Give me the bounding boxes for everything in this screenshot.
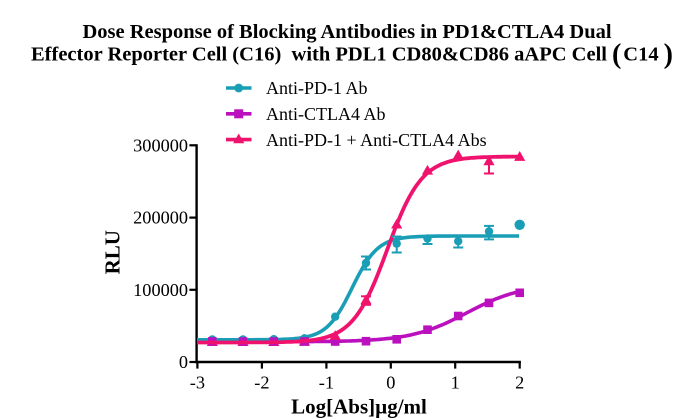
svg-text:-3: -3 — [190, 373, 205, 393]
svg-text:Anti-PD-1 + Anti-CTLA4 Abs: Anti-PD-1 + Anti-CTLA4 Abs — [266, 130, 487, 150]
svg-text:-1: -1 — [319, 373, 334, 393]
svg-text:RLU: RLU — [101, 230, 125, 274]
svg-text:1: 1 — [451, 373, 460, 393]
svg-text:2: 2 — [515, 373, 524, 393]
svg-text:Anti-CTLA4 Ab: Anti-CTLA4 Ab — [266, 104, 386, 124]
svg-text:Effector Reporter Cell (C16): Effector Reporter Cell (C16) with PDL1 C… — [31, 39, 673, 70]
svg-text:Log[Abs]µg/ml: Log[Abs]µg/ml — [291, 394, 427, 418]
svg-text:-2: -2 — [254, 373, 269, 393]
svg-text:100000: 100000 — [133, 280, 188, 300]
svg-text:300000: 300000 — [133, 135, 188, 155]
svg-text:Dose Response of Blocking Anti: Dose Response of Blocking Antibodies in … — [82, 21, 611, 43]
svg-text:200000: 200000 — [133, 208, 188, 228]
svg-text:Anti-PD-1 Ab: Anti-PD-1 Ab — [266, 78, 368, 98]
svg-text:0: 0 — [179, 352, 188, 372]
svg-text:0: 0 — [386, 373, 395, 393]
